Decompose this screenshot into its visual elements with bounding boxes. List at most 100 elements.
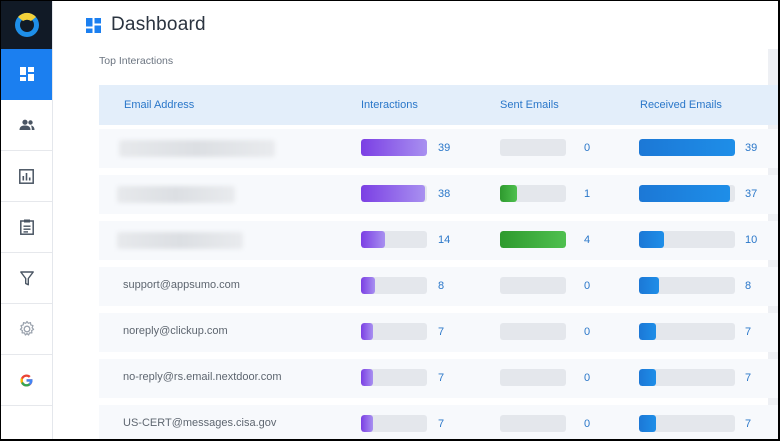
sent-bar — [500, 185, 566, 202]
interactions-count: 14 — [438, 234, 451, 246]
sent-bar — [500, 369, 566, 386]
interactions-count: 7 — [438, 326, 445, 338]
sidebar-item-tasks[interactable] — [1, 202, 52, 253]
interactions-bar-fill — [361, 277, 375, 294]
sent-count: 1 — [584, 188, 591, 200]
bar-chart-icon — [19, 168, 34, 184]
received-bar — [639, 323, 735, 340]
interactions-count: 8 — [438, 280, 445, 292]
sidebar-item-users[interactable] — [1, 100, 52, 151]
app-logo-icon — [14, 12, 39, 37]
table-row[interactable]: noreply@clickup.com 7 0 7 — [99, 313, 778, 352]
interactions-bar — [361, 139, 427, 156]
main-content: Top Interactions Email Address Interacti… — [53, 49, 778, 439]
table-header: Email Address Interactions Sent Emails R… — [99, 85, 778, 125]
email-address: no-reply@rs.email.nextdoor.com — [123, 371, 282, 383]
interactions-bar — [361, 231, 427, 248]
table-body: 39 0 39 38 1 37 14 4 10 support@appsumo.com 8 0 8 nor… — [99, 129, 778, 439]
table-row[interactable]: 39 0 39 — [99, 129, 778, 168]
interactions-bar-fill — [361, 231, 385, 248]
received-bar — [639, 277, 735, 294]
interactions-bar-fill — [361, 369, 373, 386]
interactions-bar-fill — [361, 415, 373, 432]
top-interactions-panel: Top Interactions Email Address Interacti… — [53, 49, 778, 439]
table-row[interactable]: 38 1 37 — [99, 175, 778, 214]
sidebar-item-filters[interactable] — [1, 253, 52, 304]
received-bar-fill — [639, 277, 659, 294]
redacted-email — [119, 140, 275, 157]
sidebar-item-reports[interactable] — [1, 151, 52, 202]
column-header-sent[interactable]: Sent Emails — [500, 99, 559, 111]
email-address: noreply@clickup.com — [123, 325, 228, 337]
sidebar — [1, 1, 53, 439]
sent-bar — [500, 277, 566, 294]
sent-count: 0 — [584, 372, 591, 384]
redacted-email — [117, 186, 235, 203]
table-row[interactable]: support@appsumo.com 8 0 8 — [99, 267, 778, 306]
sent-bar-fill — [500, 185, 517, 202]
sidebar-item-google[interactable] — [1, 355, 52, 406]
column-header-received[interactable]: Received Emails — [640, 99, 722, 111]
received-count: 7 — [745, 418, 752, 430]
table-row[interactable]: no-reply@rs.email.nextdoor.com 7 0 7 — [99, 359, 778, 398]
sent-bar — [500, 231, 566, 248]
interactions-bar — [361, 323, 427, 340]
received-bar-fill — [639, 415, 657, 432]
email-address: US-CERT@messages.cisa.gov — [123, 417, 277, 429]
interactions-count: 39 — [438, 142, 451, 154]
sent-count: 0 — [584, 280, 591, 292]
column-header-email[interactable]: Email Address — [124, 99, 195, 111]
received-count: 39 — [745, 142, 758, 154]
section-title: Top Interactions — [99, 55, 174, 67]
received-bar-fill — [639, 369, 657, 386]
top-header: Dashboard — [53, 1, 778, 49]
received-bar-fill — [639, 139, 735, 156]
received-bar — [639, 231, 735, 248]
received-bar — [639, 185, 735, 202]
clipboard-icon — [19, 219, 34, 235]
received-count: 7 — [745, 326, 752, 338]
table-row[interactable]: US-CERT@messages.cisa.gov 7 0 7 — [99, 405, 778, 439]
received-bar — [639, 369, 735, 386]
sent-bar — [500, 323, 566, 340]
received-bar-fill — [639, 231, 664, 248]
filter-icon — [19, 270, 34, 285]
table-row[interactable]: 14 4 10 — [99, 221, 778, 260]
interactions-bar — [361, 415, 427, 432]
interactions-bar-fill — [361, 185, 426, 202]
sent-count: 0 — [584, 142, 591, 154]
column-header-interactions[interactable]: Interactions — [361, 99, 418, 111]
sent-count: 0 — [584, 418, 591, 430]
logo[interactable] — [1, 1, 52, 49]
gear-icon — [19, 320, 34, 336]
dashboard-icon — [19, 67, 34, 81]
email-address: support@appsumo.com — [123, 279, 240, 291]
interactions-bar — [361, 369, 427, 386]
sent-bar — [500, 415, 566, 432]
received-bar — [639, 415, 735, 432]
received-count: 8 — [745, 280, 752, 292]
received-bar-fill — [639, 185, 731, 202]
redacted-email — [117, 232, 243, 249]
interactions-count: 7 — [438, 418, 445, 430]
sent-count: 4 — [584, 234, 591, 246]
sent-count: 0 — [584, 326, 591, 338]
page-title: Dashboard — [111, 14, 206, 35]
sidebar-item-dashboard[interactable] — [1, 49, 52, 100]
received-count: 10 — [745, 234, 758, 246]
sent-bar-fill — [500, 231, 566, 248]
interactions-bar-fill — [361, 323, 373, 340]
sent-bar — [500, 139, 566, 156]
interactions-count: 38 — [438, 188, 451, 200]
users-icon — [19, 119, 34, 130]
interactions-bar — [361, 185, 427, 202]
sidebar-item-settings[interactable] — [1, 304, 52, 355]
interactions-table: Email Address Interactions Sent Emails R… — [99, 85, 778, 439]
received-count: 7 — [745, 372, 752, 384]
interactions-bar-fill — [361, 139, 427, 156]
received-bar-fill — [639, 323, 657, 340]
google-icon — [20, 374, 33, 386]
received-bar — [639, 139, 735, 156]
interactions-bar — [361, 277, 427, 294]
